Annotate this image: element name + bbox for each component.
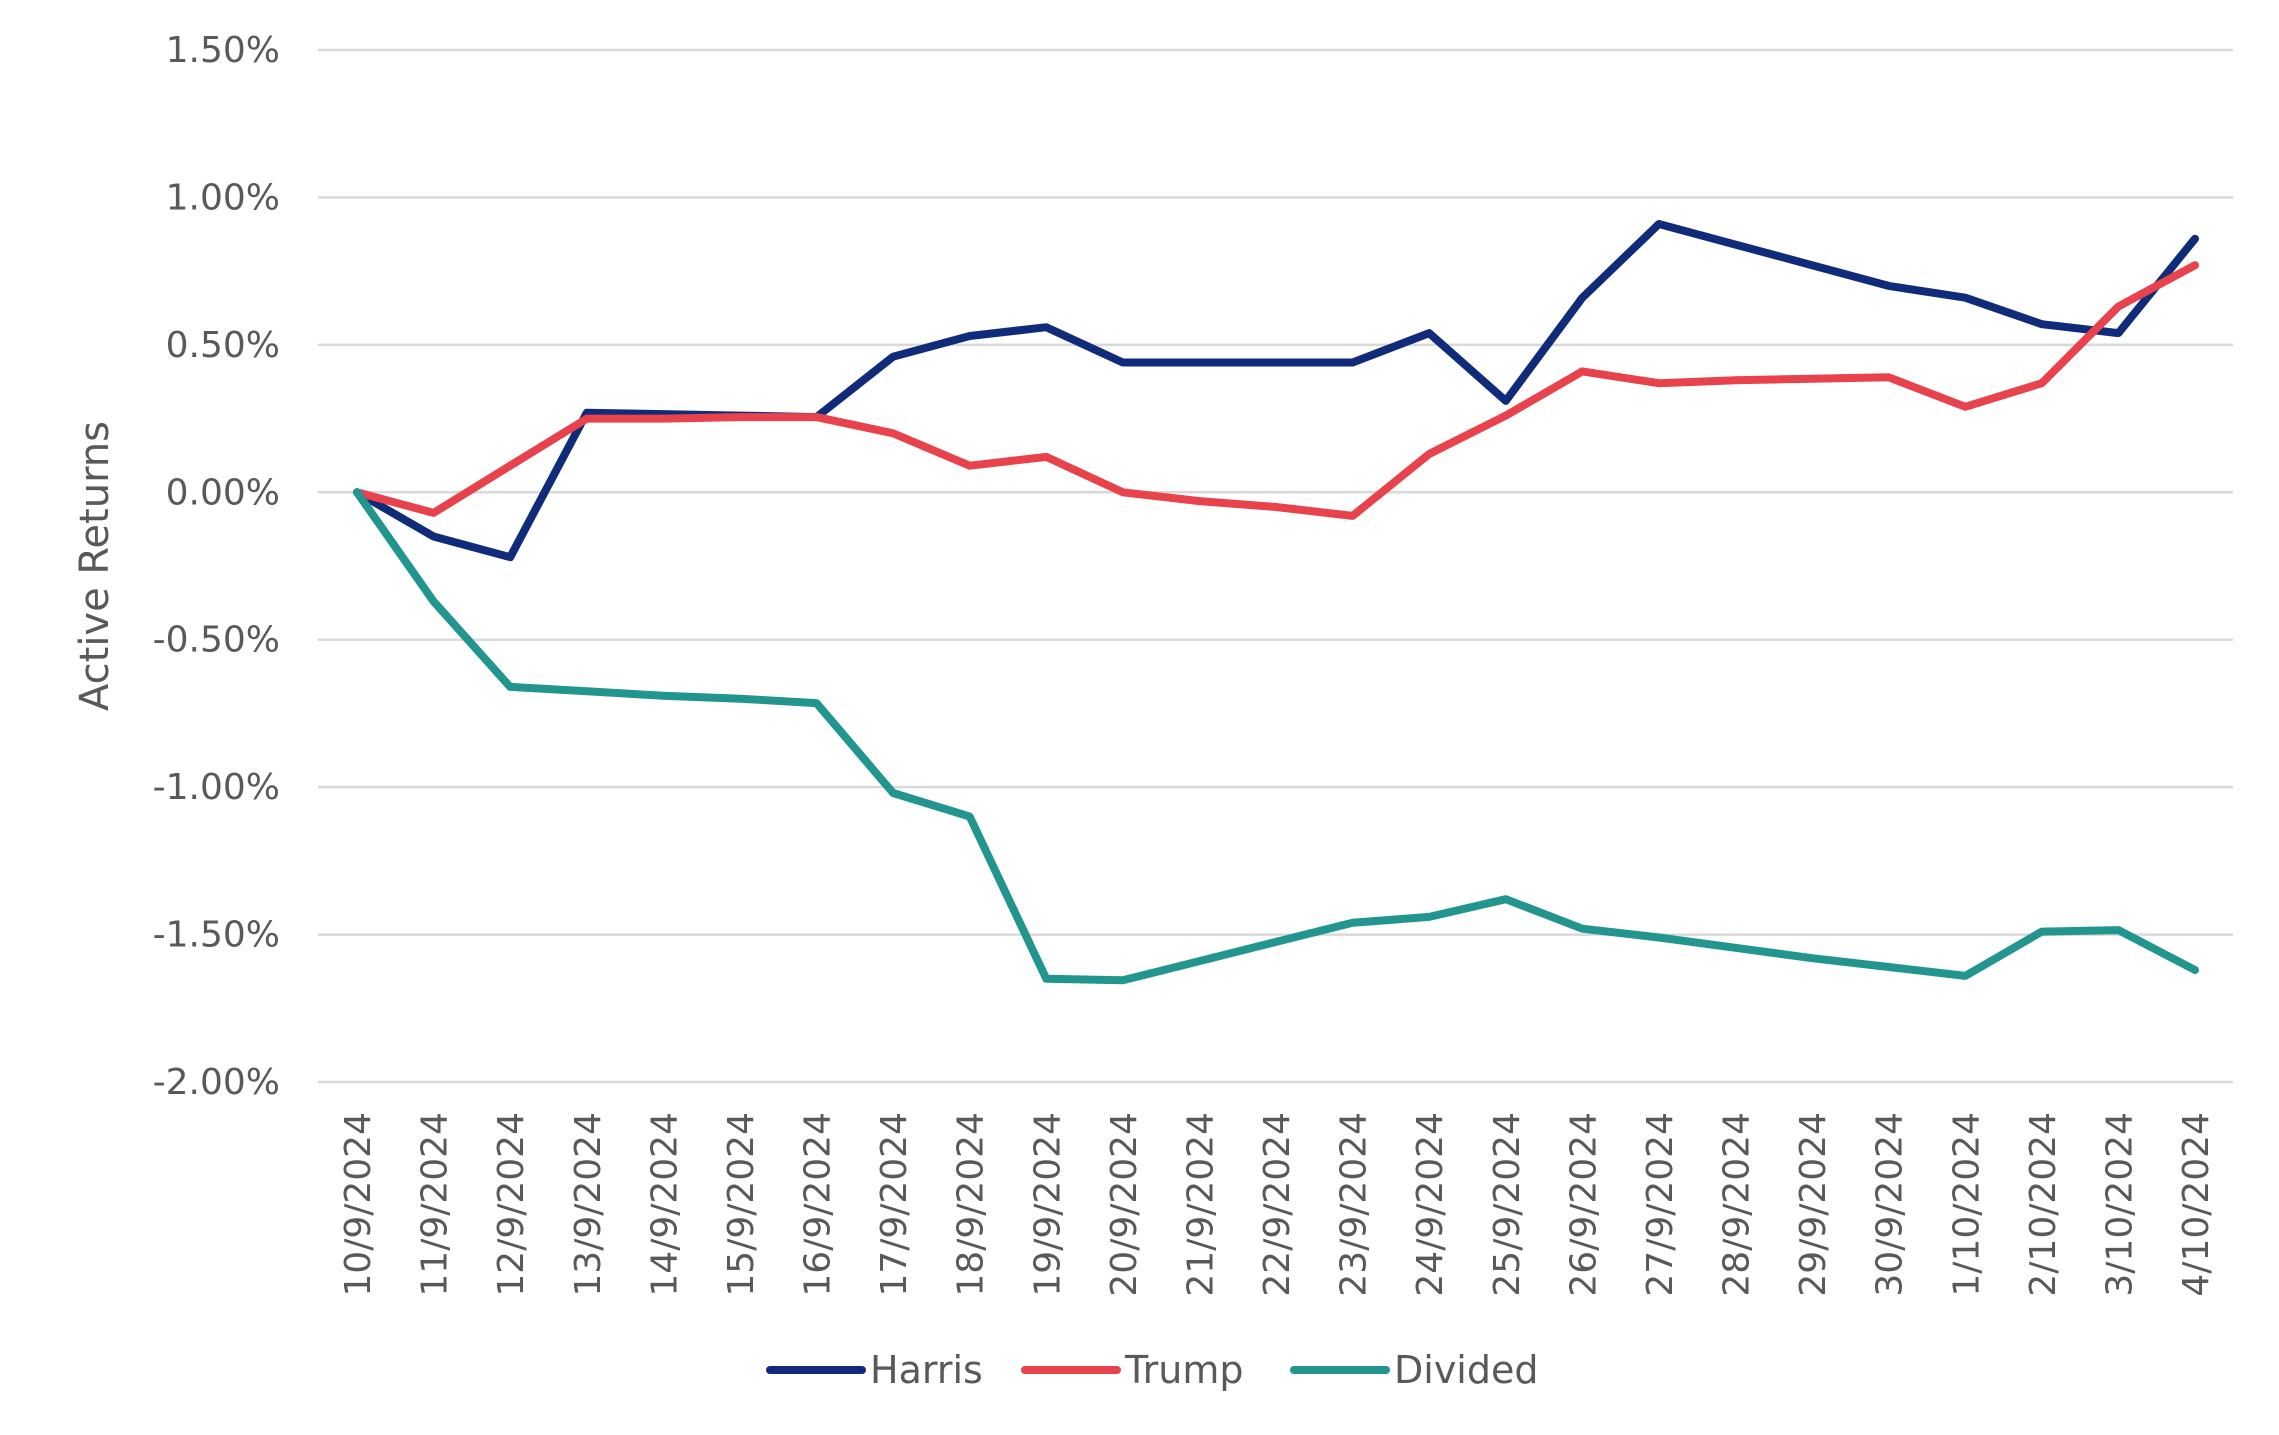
x-tick-label: 19/9/2024 bbox=[1027, 1112, 1068, 1297]
x-tick-label: 14/9/2024 bbox=[644, 1112, 685, 1297]
x-tick-label: 12/9/2024 bbox=[491, 1112, 532, 1297]
x-tick-label: 20/9/2024 bbox=[1104, 1112, 1145, 1297]
legend-label-trump: Trump bbox=[1124, 1348, 1243, 1392]
y-tick-label: -2.00% bbox=[153, 1062, 280, 1103]
y-tick-label: -0.50% bbox=[153, 620, 280, 661]
x-tick-label: 18/9/2024 bbox=[951, 1112, 992, 1297]
x-tick-label: 2/10/2024 bbox=[2023, 1112, 2064, 1297]
legend-label-harris: Harris bbox=[870, 1348, 983, 1392]
x-tick-label: 1/10/2024 bbox=[1946, 1112, 1987, 1297]
series-line-harris bbox=[353, 220, 2199, 562]
x-tick-label: 23/9/2024 bbox=[1334, 1112, 1375, 1297]
series-line-trump bbox=[353, 261, 2199, 520]
x-tick-label: 26/9/2024 bbox=[1563, 1112, 1604, 1297]
y-tick-label: 0.00% bbox=[166, 472, 280, 513]
x-tick-label: 21/9/2024 bbox=[1180, 1112, 1221, 1297]
x-tick-label: 16/9/2024 bbox=[798, 1112, 839, 1297]
x-tick-label: 10/9/2024 bbox=[338, 1112, 379, 1297]
y-tick-label: -1.50% bbox=[153, 915, 280, 956]
y-tick-label: 1.00% bbox=[166, 177, 280, 218]
legend-label-divided: Divided bbox=[1394, 1348, 1539, 1392]
x-tick-label: 17/9/2024 bbox=[874, 1112, 915, 1297]
x-tick-label: 30/9/2024 bbox=[1870, 1112, 1911, 1297]
y-tick-label: 1.50% bbox=[166, 30, 280, 71]
x-tick-label: 15/9/2024 bbox=[721, 1112, 762, 1297]
x-tick-label: 22/9/2024 bbox=[1257, 1112, 1298, 1297]
x-tick-label: 3/10/2024 bbox=[2099, 1112, 2140, 1297]
y-axis-title: Active Returns bbox=[72, 421, 118, 711]
legend: Harris Trump Divided bbox=[766, 1348, 1539, 1392]
x-tick-label: 4/10/2024 bbox=[2176, 1112, 2217, 1297]
x-tick-label: 27/9/2024 bbox=[1640, 1112, 1681, 1297]
x-tick-label: 13/9/2024 bbox=[568, 1112, 609, 1297]
x-tick-label: 29/9/2024 bbox=[1793, 1112, 1834, 1297]
x-tick-label: 28/9/2024 bbox=[1717, 1112, 1758, 1297]
y-tick-label: 0.50% bbox=[166, 325, 280, 366]
y-axis-tick-labels: 1.50% 1.00% 0.50% 0.00% -0.50% -1.00% -1.50% -2… bbox=[153, 30, 280, 1103]
x-tick-label: 24/9/2024 bbox=[1410, 1112, 1451, 1297]
x-tick-label: 25/9/2024 bbox=[1487, 1112, 1528, 1297]
x-tick-label: 11/9/2024 bbox=[415, 1112, 456, 1297]
y-tick-label: -1.00% bbox=[153, 767, 280, 808]
series-lines bbox=[353, 220, 2199, 985]
x-axis-tick-labels: 10/9/2024 11/9/2024 12/9/2024 13/9/2024 14/9… bbox=[338, 1112, 2217, 1297]
gridlines bbox=[318, 48, 2233, 1084]
series-line-divided bbox=[353, 488, 2199, 985]
